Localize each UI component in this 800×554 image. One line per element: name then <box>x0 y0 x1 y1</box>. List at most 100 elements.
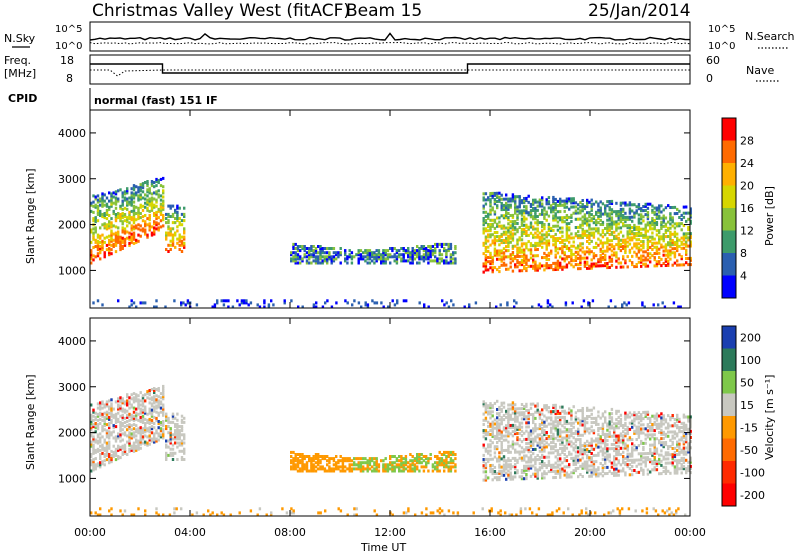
range-cell <box>563 220 566 224</box>
range-cell <box>420 257 423 261</box>
range-cell <box>491 218 494 222</box>
range-cell <box>626 465 629 469</box>
range-cell <box>536 200 539 204</box>
range-cell <box>685 236 688 240</box>
range-cell <box>301 469 304 473</box>
range-cell <box>130 299 133 303</box>
range-cell <box>121 220 124 224</box>
range-cell <box>375 249 378 253</box>
range-cell <box>303 253 306 257</box>
range-cell <box>545 210 548 214</box>
range-cell <box>507 199 510 203</box>
range-cell <box>411 469 414 473</box>
range-cell <box>651 243 654 247</box>
range-cell <box>572 456 575 460</box>
range-cell <box>119 423 122 427</box>
range-cell <box>108 405 111 409</box>
range-cell <box>552 218 555 222</box>
range-cell <box>536 441 539 445</box>
range-cell <box>541 453 544 457</box>
range-cell <box>671 216 674 220</box>
range-cell <box>411 251 414 255</box>
range-cell <box>559 265 562 269</box>
range-cell <box>662 233 665 237</box>
range-cell <box>552 420 555 424</box>
range-cell <box>615 473 618 477</box>
range-cell <box>92 237 95 241</box>
range-cell <box>586 464 589 468</box>
range-cell <box>574 232 578 236</box>
range-cell <box>386 465 390 469</box>
range-cell <box>411 253 414 257</box>
range-cell <box>613 245 616 249</box>
range-cell <box>335 455 338 458</box>
range-cell <box>592 233 596 237</box>
range-cell <box>92 443 95 447</box>
range-cell <box>436 242 439 246</box>
range-cell <box>667 253 670 257</box>
range-cell <box>126 218 129 222</box>
range-cell <box>427 245 430 248</box>
range-cell <box>534 254 537 258</box>
range-cell <box>635 209 638 213</box>
range-cell <box>144 428 147 432</box>
range-cell <box>669 243 672 247</box>
range-cell <box>146 392 149 396</box>
range-cell <box>447 461 450 465</box>
range-cell <box>174 425 177 428</box>
range-cell <box>130 397 133 401</box>
range-cell <box>689 240 692 244</box>
range-cell <box>139 203 142 207</box>
range-cell <box>141 421 145 424</box>
range-cell <box>429 253 432 257</box>
range-cell <box>525 464 528 468</box>
range-cell <box>563 205 566 209</box>
range-cell <box>502 263 506 267</box>
range-cell <box>523 471 526 474</box>
range-cell <box>162 218 165 222</box>
range-cell <box>371 457 374 461</box>
range-cell <box>541 221 544 225</box>
range-cell <box>353 461 356 465</box>
range-cell <box>96 200 100 204</box>
range-cell <box>561 249 564 253</box>
range-cell <box>545 455 548 459</box>
range-cell <box>586 421 589 425</box>
range-cell <box>312 255 315 259</box>
range-cell <box>570 444 573 448</box>
range-cell <box>532 464 535 468</box>
range-cell <box>547 435 551 438</box>
range-cell <box>99 212 102 215</box>
range-cell <box>579 244 582 248</box>
range-cell <box>586 266 589 270</box>
range-cell <box>637 229 641 233</box>
range-cell <box>662 214 665 218</box>
range-cell <box>574 432 578 435</box>
range-cell <box>536 458 539 462</box>
range-cell <box>628 211 632 215</box>
range-cell <box>176 229 179 233</box>
range-cell <box>592 217 596 221</box>
range-cell <box>165 425 168 428</box>
range-cell <box>123 227 127 231</box>
range-cell <box>159 402 163 406</box>
range-cell <box>339 253 342 257</box>
range-cell <box>554 197 557 201</box>
range-cell <box>637 248 641 252</box>
range-cell <box>101 414 104 418</box>
range-cell <box>559 430 562 434</box>
range-cell <box>532 198 535 202</box>
range-cell <box>525 468 528 472</box>
range-cell <box>565 419 569 423</box>
range-cell <box>633 448 636 452</box>
range-cell <box>323 255 327 259</box>
range-cell <box>498 253 501 257</box>
range-cell <box>543 431 546 434</box>
range-cell <box>344 459 347 463</box>
range-cell <box>94 430 97 434</box>
range-cell <box>592 454 596 457</box>
range-cell <box>583 429 587 433</box>
range-cell <box>299 459 302 463</box>
range-cell <box>491 406 494 410</box>
range-cell <box>114 439 118 443</box>
